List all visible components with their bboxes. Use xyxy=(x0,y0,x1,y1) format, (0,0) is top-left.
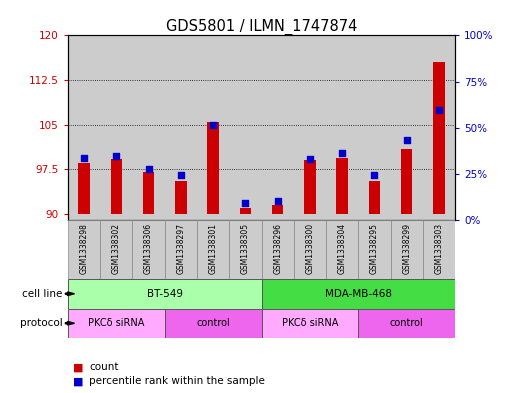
Bar xyxy=(68,220,100,279)
Bar xyxy=(294,35,326,220)
Text: percentile rank within the sample: percentile rank within the sample xyxy=(89,376,265,386)
Title: GDS5801 / ILMN_1747874: GDS5801 / ILMN_1747874 xyxy=(166,19,357,35)
Point xyxy=(177,172,185,178)
Point xyxy=(274,198,282,204)
Bar xyxy=(358,309,455,338)
Text: count: count xyxy=(89,362,118,373)
Bar xyxy=(165,35,197,220)
Bar xyxy=(197,35,229,220)
Point xyxy=(305,156,314,162)
Bar xyxy=(143,173,154,214)
Text: PKCδ siRNA: PKCδ siRNA xyxy=(88,318,144,328)
Bar xyxy=(304,160,315,214)
Bar xyxy=(229,35,262,220)
Text: BT-549: BT-549 xyxy=(147,289,183,299)
Point xyxy=(435,107,443,113)
Text: GSM1338299: GSM1338299 xyxy=(402,223,411,274)
Bar xyxy=(175,181,187,214)
Bar xyxy=(391,35,423,220)
Text: control: control xyxy=(390,318,424,328)
Text: MDA-MB-468: MDA-MB-468 xyxy=(325,289,392,299)
Text: GSM1338302: GSM1338302 xyxy=(112,223,121,274)
Bar xyxy=(208,122,219,214)
Text: GSM1338303: GSM1338303 xyxy=(435,223,444,274)
Bar xyxy=(165,309,262,338)
Bar xyxy=(262,220,294,279)
Point xyxy=(112,152,120,159)
Bar xyxy=(391,220,423,279)
Bar xyxy=(229,220,262,279)
Text: ■: ■ xyxy=(73,376,84,386)
Bar xyxy=(433,62,445,214)
Text: GSM1338301: GSM1338301 xyxy=(209,223,218,274)
Bar xyxy=(262,309,358,338)
Bar xyxy=(423,220,455,279)
Bar xyxy=(197,220,229,279)
Bar xyxy=(132,220,165,279)
Bar xyxy=(68,35,100,220)
Bar xyxy=(326,220,358,279)
Point xyxy=(370,172,379,178)
Bar xyxy=(272,205,283,214)
Bar xyxy=(423,35,455,220)
Text: GSM1338305: GSM1338305 xyxy=(241,223,250,274)
Bar xyxy=(401,149,412,214)
Text: GSM1338297: GSM1338297 xyxy=(176,223,185,274)
Text: GSM1338298: GSM1338298 xyxy=(79,223,88,274)
Bar xyxy=(100,35,132,220)
Text: PKCδ siRNA: PKCδ siRNA xyxy=(282,318,338,328)
Text: GSM1338300: GSM1338300 xyxy=(305,223,314,274)
Bar xyxy=(111,159,122,214)
Bar xyxy=(78,163,90,214)
Point xyxy=(241,200,249,207)
Text: control: control xyxy=(196,318,230,328)
Text: ■: ■ xyxy=(73,362,84,373)
Bar xyxy=(68,279,262,309)
Text: cell line: cell line xyxy=(22,289,63,299)
Text: GSM1338295: GSM1338295 xyxy=(370,223,379,274)
Bar xyxy=(369,181,380,214)
Bar xyxy=(358,35,391,220)
Bar xyxy=(326,35,358,220)
Bar xyxy=(262,279,455,309)
Bar xyxy=(100,220,132,279)
Bar xyxy=(336,158,348,214)
Point xyxy=(144,166,153,173)
Point xyxy=(403,136,411,143)
Bar xyxy=(68,309,165,338)
Text: GSM1338296: GSM1338296 xyxy=(273,223,282,274)
Bar xyxy=(165,220,197,279)
Text: GSM1338304: GSM1338304 xyxy=(338,223,347,274)
Bar xyxy=(294,220,326,279)
Bar xyxy=(262,35,294,220)
Text: GSM1338306: GSM1338306 xyxy=(144,223,153,274)
Point xyxy=(338,150,346,156)
Text: protocol: protocol xyxy=(20,318,63,328)
Bar xyxy=(240,208,251,214)
Bar xyxy=(358,220,391,279)
Point xyxy=(209,121,218,128)
Bar xyxy=(132,35,165,220)
Point xyxy=(80,154,88,161)
